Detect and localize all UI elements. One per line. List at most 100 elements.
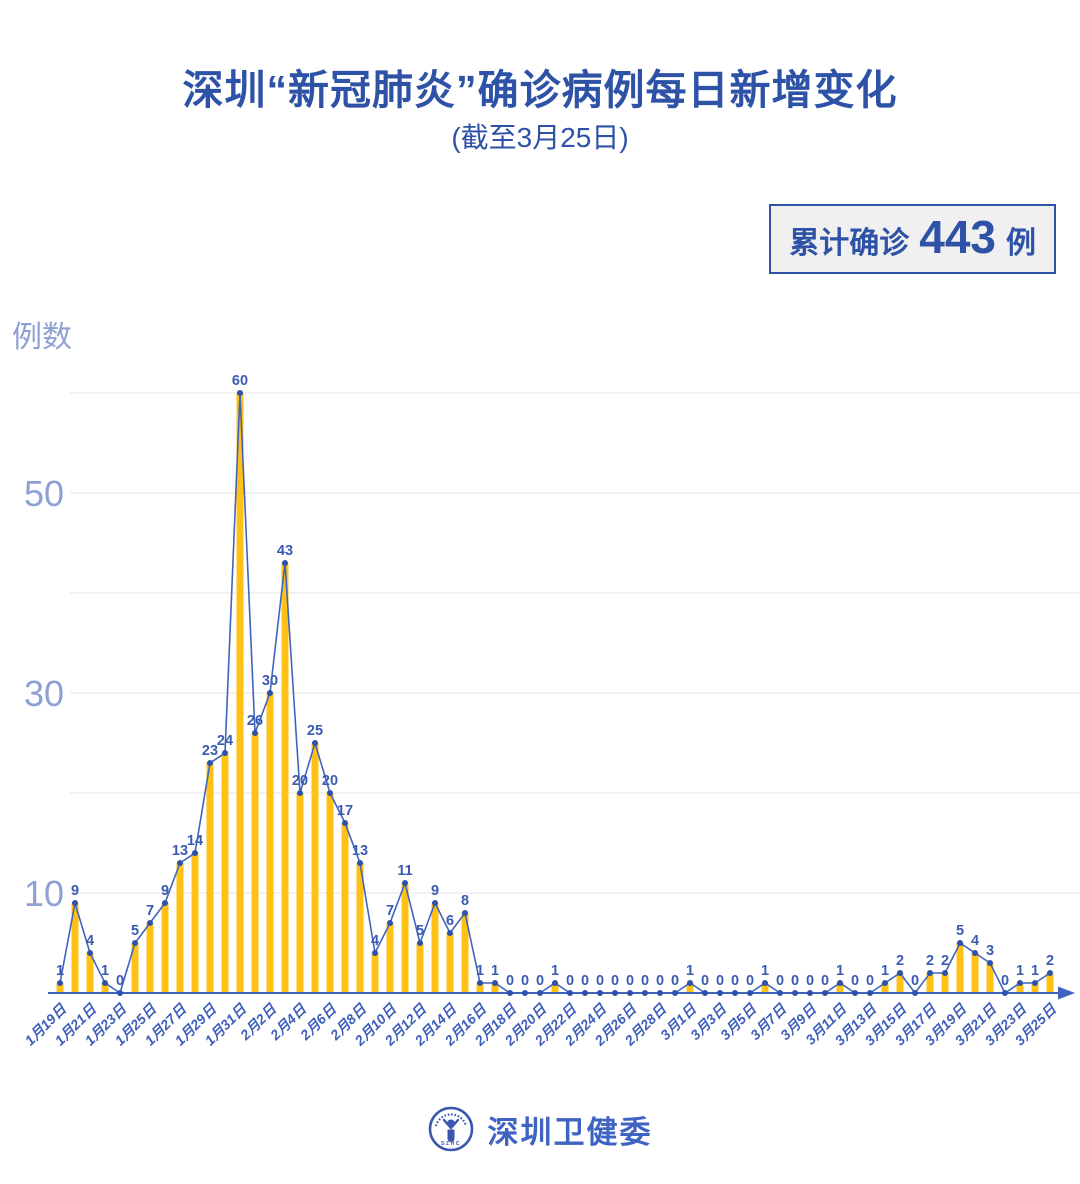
- value-label: 0: [716, 973, 724, 989]
- data-point-dot: [372, 950, 378, 956]
- value-label: 25: [307, 723, 323, 739]
- value-label: 1: [491, 963, 499, 979]
- data-point-dot: [462, 910, 468, 916]
- data-point-dot: [522, 990, 528, 996]
- value-label: 11: [397, 863, 412, 879]
- badge-number: 443: [919, 211, 996, 263]
- data-point-dot: [567, 990, 573, 996]
- page-title: 深圳“新冠肺炎”确诊病例每日新增变化: [182, 67, 898, 113]
- value-label: 26: [247, 713, 263, 729]
- data-point-dot: [807, 990, 813, 996]
- data-point-dot: [87, 950, 93, 956]
- value-label: 0: [521, 973, 529, 989]
- bar: [206, 763, 214, 993]
- data-point-dot: [822, 990, 828, 996]
- data-point-dot: [387, 920, 393, 926]
- data-point-dot: [777, 990, 783, 996]
- value-label: 0: [506, 973, 514, 989]
- value-label: 5: [416, 923, 424, 939]
- value-label: 1: [56, 963, 64, 979]
- data-point-dot: [312, 740, 318, 746]
- bar: [401, 883, 409, 993]
- data-point-dot: [492, 980, 498, 986]
- data-point-dot: [792, 990, 798, 996]
- bar: [1031, 983, 1039, 993]
- data-point-dot: [357, 860, 363, 866]
- footer-organization-name: 深圳卫健委: [487, 1114, 653, 1150]
- bar: [311, 743, 319, 993]
- data-point-dot: [477, 980, 483, 986]
- value-label: 9: [431, 883, 439, 899]
- value-label: 0: [791, 973, 799, 989]
- bar: [386, 923, 394, 993]
- data-point-dot: [327, 790, 333, 796]
- value-label: 4: [371, 933, 379, 949]
- value-label: 13: [352, 843, 368, 859]
- data-point-dot: [117, 990, 123, 996]
- value-label: 0: [626, 973, 634, 989]
- data-point-dot: [852, 990, 858, 996]
- bar: [941, 973, 949, 993]
- data-point-dot: [447, 930, 453, 936]
- data-point-dot: [132, 940, 138, 946]
- value-label: 0: [821, 973, 829, 989]
- bar: [86, 953, 94, 993]
- data-point-dot: [1002, 990, 1008, 996]
- value-label: 30: [262, 673, 278, 689]
- data-point-dot: [177, 860, 183, 866]
- value-label: 13: [172, 843, 188, 859]
- bar: [326, 793, 334, 993]
- bar: [371, 953, 379, 993]
- bar: [356, 863, 364, 993]
- bar: [956, 943, 964, 993]
- bar: [761, 983, 769, 993]
- bar: [1046, 973, 1054, 993]
- value-label: 0: [116, 973, 124, 989]
- value-label: 14: [187, 833, 203, 849]
- data-point-dot: [582, 990, 588, 996]
- data-point-dot: [162, 900, 168, 906]
- data-point-dot: [537, 990, 543, 996]
- value-label: 0: [746, 973, 754, 989]
- data-point-dot: [717, 990, 723, 996]
- value-label: 4: [971, 933, 979, 949]
- data-point-dot: [987, 960, 993, 966]
- data-point-dot: [417, 940, 423, 946]
- value-label: 0: [776, 973, 784, 989]
- bar: [71, 903, 79, 993]
- data-point-dot: [207, 760, 213, 766]
- value-label: 7: [386, 903, 394, 919]
- value-label: 0: [911, 973, 919, 989]
- value-label: 2: [941, 953, 949, 969]
- bar: [431, 903, 439, 993]
- value-label: 5: [956, 923, 964, 939]
- data-point-dot: [57, 980, 63, 986]
- data-point-dot: [147, 920, 153, 926]
- bar: [296, 793, 304, 993]
- y-tick-label: 50: [24, 473, 64, 514]
- value-label: 1: [1031, 963, 1039, 979]
- data-point-dot: [882, 980, 888, 986]
- y-tick-label: 10: [24, 873, 64, 914]
- footer: SZHC 深圳卫健委: [0, 1106, 1080, 1152]
- bar: [446, 933, 454, 993]
- bar: [971, 953, 979, 993]
- bar: [896, 973, 904, 993]
- value-label: 1: [881, 963, 889, 979]
- data-point-dot: [252, 730, 258, 736]
- value-label: 4: [86, 933, 94, 949]
- value-label: 7: [146, 903, 154, 919]
- value-label: 2: [1046, 953, 1054, 969]
- value-label: 0: [596, 973, 604, 989]
- bar: [251, 733, 259, 993]
- bar: [176, 863, 184, 993]
- value-label: 0: [671, 973, 679, 989]
- value-label: 0: [806, 973, 814, 989]
- page-subtitle: (截至3月25日): [451, 122, 629, 153]
- x-axis-arrow: [1058, 986, 1075, 1000]
- data-point-dot: [867, 990, 873, 996]
- value-label: 1: [761, 963, 769, 979]
- data-point-dot: [837, 980, 843, 986]
- badge-label: 累计确诊: [789, 227, 910, 260]
- data-point-dot: [282, 560, 288, 566]
